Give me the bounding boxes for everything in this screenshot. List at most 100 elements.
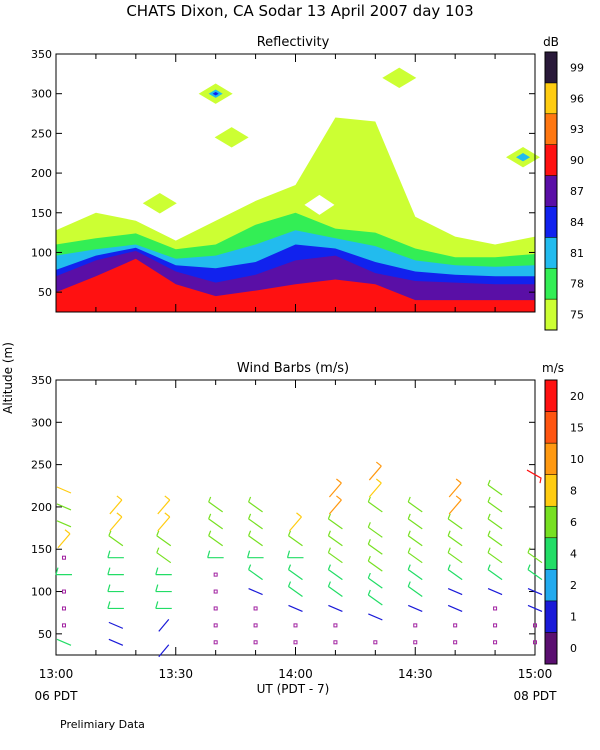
calm-marker [293, 623, 298, 628]
wind-barb [248, 564, 263, 581]
calm-marker [61, 555, 66, 560]
wind-barb [527, 604, 543, 613]
wind-barb [56, 520, 72, 528]
wind-colorbar-swatch [544, 411, 558, 444]
reflectivity-patch-6 [142, 193, 177, 214]
calm-marker [61, 623, 66, 628]
calm-marker [453, 640, 458, 645]
reflectivity-colorbar-swatch [544, 267, 558, 300]
wind-colorbar-swatch [544, 632, 558, 665]
wind-barb [487, 513, 503, 530]
reflectivity-colorbar-label: 78 [570, 278, 584, 291]
calm-marker [213, 623, 218, 628]
wind-barb [447, 587, 463, 596]
wind-barb [158, 644, 170, 658]
reflectivity-colorbar-swatch [544, 237, 558, 269]
wind-barb [407, 581, 423, 598]
calm-marker [453, 623, 458, 628]
wind-colorbar-swatch [544, 537, 558, 570]
wind-barb [108, 530, 124, 547]
calm-marker [533, 640, 537, 645]
reflectivity-colorbar-swatch [544, 144, 558, 176]
colorbar-unit-ms: m/s [542, 361, 564, 375]
calm-marker [293, 640, 298, 645]
calm-marker [333, 640, 338, 645]
reflectivity-colorbar-label: 99 [570, 61, 584, 74]
wind-barb [247, 550, 264, 559]
wind-barb [487, 547, 503, 564]
wind-barb [527, 564, 543, 581]
wind-colorbar-label: 8 [570, 484, 577, 497]
wind-barb [367, 522, 383, 538]
wind-barb [447, 604, 463, 613]
reflectivity-colorbar-swatch [544, 82, 558, 115]
figure-title: CHATS Dixon, CA Sodar 13 April 2007 day … [126, 2, 473, 20]
reflectivity-colorbar-frame [544, 51, 558, 331]
wind-colorbar-label: 15 [570, 421, 584, 434]
reflectivity-colorbar-label: 87 [570, 185, 584, 198]
wind-barb [156, 530, 172, 547]
reflectivity-patch-4 [516, 153, 531, 162]
reflectivity-patch-2 [212, 91, 219, 96]
reflectivity-colorbar-swatch [544, 113, 558, 145]
reflectivity-plot: 50 100 150 200 250 300 350 [31, 48, 541, 313]
wind-barb [526, 469, 542, 484]
pdt-right-label: 08 PDT [514, 689, 558, 703]
wind-barb [208, 530, 224, 547]
wind-barb [107, 567, 124, 576]
wind-barb [447, 547, 463, 564]
wind-barb [56, 503, 72, 511]
wind-barb [328, 478, 342, 498]
wind-barb [368, 461, 382, 481]
wind-colorbar-swatch [544, 505, 558, 539]
wind-barbs-plot: 50 100 150 200 250 300 350 13:00 13:30 14:00 14:30… [31, 374, 552, 681]
wind-colorbar-label: 0 [570, 642, 577, 655]
reflectivity-y-tick-label: 300 [31, 88, 52, 101]
x-tick-label: 14:30 [398, 667, 433, 681]
wind-barb [408, 604, 423, 613]
wind-colorbar-frame [544, 379, 558, 665]
calm-marker [213, 640, 218, 645]
calm-marker [533, 623, 537, 628]
wind-barb [367, 539, 383, 555]
wind-barb [287, 564, 303, 581]
reflectivity-y-tick-label: 200 [31, 167, 52, 180]
calm-marker [373, 640, 378, 645]
reflectivity-patch-7 [214, 127, 249, 148]
wind-barb [155, 584, 172, 593]
wind-frame [55, 379, 536, 656]
reflectivity-y-tick-label: 100 [31, 246, 52, 259]
wind-barb [108, 621, 124, 629]
wind-y-tick-label: 50 [38, 628, 52, 641]
wind-barb [108, 638, 124, 646]
calm-marker [413, 640, 418, 645]
wind-barb [527, 547, 543, 564]
reflectivity-y-tick-label: 350 [31, 48, 52, 61]
wind-barb [447, 564, 463, 581]
wind-barb [407, 547, 423, 564]
calm-marker [493, 640, 498, 645]
wind-barb [368, 478, 382, 498]
reflectivity-colorbar-label: 81 [570, 247, 584, 260]
reflectivity-y-tick-label: 150 [31, 207, 52, 220]
reflectivity-colorbar-swatch [544, 298, 558, 331]
wind-barb [208, 496, 224, 513]
wind-barb [447, 513, 463, 530]
wind-barb [367, 572, 383, 589]
wind-barb [107, 601, 124, 610]
reflectivity-colorbar: 75 78 81 84 87 90 93 96 99 [544, 51, 584, 331]
wind-colorbar-label: 2 [570, 579, 577, 592]
wind-colorbar-label: 1 [570, 611, 577, 624]
wind-colorbar-swatch [544, 379, 558, 412]
calm-marker [213, 589, 218, 594]
wind-barb [288, 604, 303, 613]
wind-barb [327, 513, 343, 530]
wind-barb [487, 564, 503, 581]
wind-barb [55, 567, 72, 576]
calm-marker [213, 606, 218, 611]
wind-barb [368, 613, 383, 621]
wind-barb [327, 564, 343, 581]
wind-barb [207, 550, 224, 559]
pdt-left-label: 06 PDT [35, 689, 79, 703]
